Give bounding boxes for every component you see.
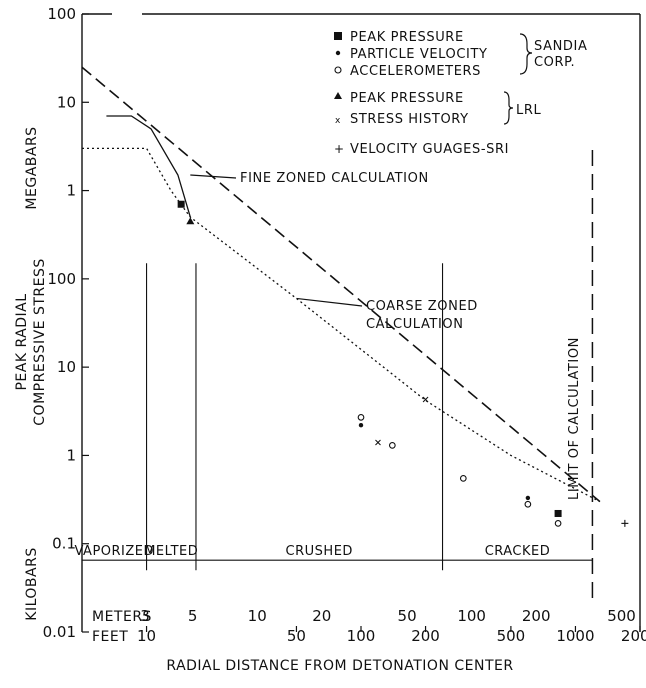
x-tick-label-feet: 10 — [137, 627, 156, 645]
y-tick-label: 10 — [57, 93, 76, 111]
data-point-open-circle — [554, 520, 562, 527]
x-tick-label-meters: 100 — [457, 607, 486, 625]
zone-label: VAPORIZED — [75, 544, 155, 559]
data-point-open-circle — [357, 413, 365, 421]
legend-label: PARTICLE VELOCITY — [350, 47, 488, 62]
x-tick-label-meters: 20 — [312, 607, 331, 625]
feet-row-label: FEET — [92, 629, 128, 645]
legend-bracket-lrl — [503, 91, 514, 125]
x-tick-label-meters: 500 — [607, 607, 636, 625]
y-tick-label: 10 — [57, 358, 76, 376]
x-tick-label-meters: 200 — [522, 607, 551, 625]
zone-label: CRACKED — [485, 544, 551, 559]
y-tick-label: 1 — [66, 446, 76, 464]
x-axis-title: RADIAL DISTANCE FROM DETONATION CENTER — [166, 658, 513, 674]
y-tick-label: 0.1 — [52, 535, 76, 553]
y-unit-lower: KILOBARS — [24, 547, 40, 620]
zone-boundaries — [146, 150, 594, 600]
legend-label: PEAK PRESSURE — [350, 91, 464, 106]
series-line — [81, 66, 601, 503]
y-tick-label: 100 — [47, 270, 76, 288]
x-tick-label-feet: 200 — [411, 627, 440, 645]
x-tick-label-meters: 3 — [140, 607, 150, 625]
x-tick-label-feet: 50 — [287, 627, 306, 645]
x-tick-label-meters: 10 — [248, 607, 267, 625]
series-lines — [81, 66, 601, 503]
legend-symbol-plus: + — [334, 142, 344, 156]
legend-label: ACCELEROMETERS — [350, 64, 481, 79]
annotation-coarse-zoned-2: CALCULATION — [366, 317, 464, 332]
data-point-x — [422, 396, 429, 403]
data-point-dot — [358, 422, 364, 428]
meters-row-label: METERS — [92, 609, 152, 625]
data-point-x — [375, 439, 381, 446]
data-point-open-circle — [388, 442, 396, 449]
legend-symbol-filled-square — [334, 32, 342, 40]
legend-symbol-filled-triangle — [334, 92, 342, 99]
legend-bracket-sandia — [519, 33, 533, 75]
data-point-plus — [621, 519, 629, 527]
legend-group-label: SANDIA CORP. — [534, 39, 587, 70]
data-point-x-stroke — [422, 396, 429, 403]
annotation-leader — [296, 297, 363, 307]
y-tick-label: 0.01 — [43, 623, 76, 641]
x-tick-label-feet: 100 — [347, 627, 376, 645]
x-tick-label-feet: 2000 — [621, 627, 646, 645]
data-point-triangle — [186, 217, 195, 225]
x-tick-label-feet: 1000 — [556, 627, 594, 645]
y-tick-label: 1 — [66, 182, 76, 200]
series-line — [106, 115, 191, 218]
zone-label: MELTED — [144, 544, 198, 559]
data-point-open-circle — [524, 500, 532, 508]
legend-symbol-dot — [335, 50, 341, 56]
data-point-square — [554, 509, 562, 517]
legend-symbol-open-circle — [334, 66, 342, 74]
y-tick-label: 100 — [47, 5, 76, 23]
x-tick-label-meters: 5 — [188, 607, 198, 625]
plot-frame — [81, 13, 641, 632]
legend-label: VELOCITY GUAGES-SRI — [350, 142, 509, 157]
y-unit-upper: MEGABARS — [24, 126, 40, 209]
zone-label: CRUSHED — [286, 544, 353, 559]
legend-label: PEAK PRESSURE — [350, 30, 464, 45]
axis-ticks: 100 10 1 100 10 1 0.1 0.01 10 50 100 200 500 1000 2000… — [43, 5, 646, 645]
data-point-x-stroke — [375, 439, 381, 446]
x-tick-label-meters: 50 — [398, 607, 417, 625]
data-point-square — [177, 200, 185, 208]
annotation-leader — [190, 174, 237, 179]
legend-symbol-x: x — [335, 116, 341, 126]
data-point-open-circle — [459, 475, 467, 482]
annotation-limit: LIMIT OF CALCULATION — [567, 337, 582, 500]
x-tick-label-feet: 500 — [497, 627, 526, 645]
legend: PEAK PRESSURE PARTICLE VELOCITY ACCELERO… — [334, 30, 587, 157]
series-line — [82, 147, 601, 503]
y-label-line2: COMPRESSIVE STRESS — [32, 258, 48, 425]
legend-label: STRESS HISTORY — [350, 112, 469, 127]
annotation-fine-zoned: FINE ZONED CALCULATION — [240, 171, 429, 186]
annotation-coarse-zoned-1: COARSE ZONED — [366, 299, 478, 314]
data-points — [177, 200, 629, 527]
data-point-dot — [525, 495, 531, 501]
y-label-line1: PEAK RADIAL — [14, 293, 30, 390]
legend-group-label: LRL — [516, 103, 541, 118]
